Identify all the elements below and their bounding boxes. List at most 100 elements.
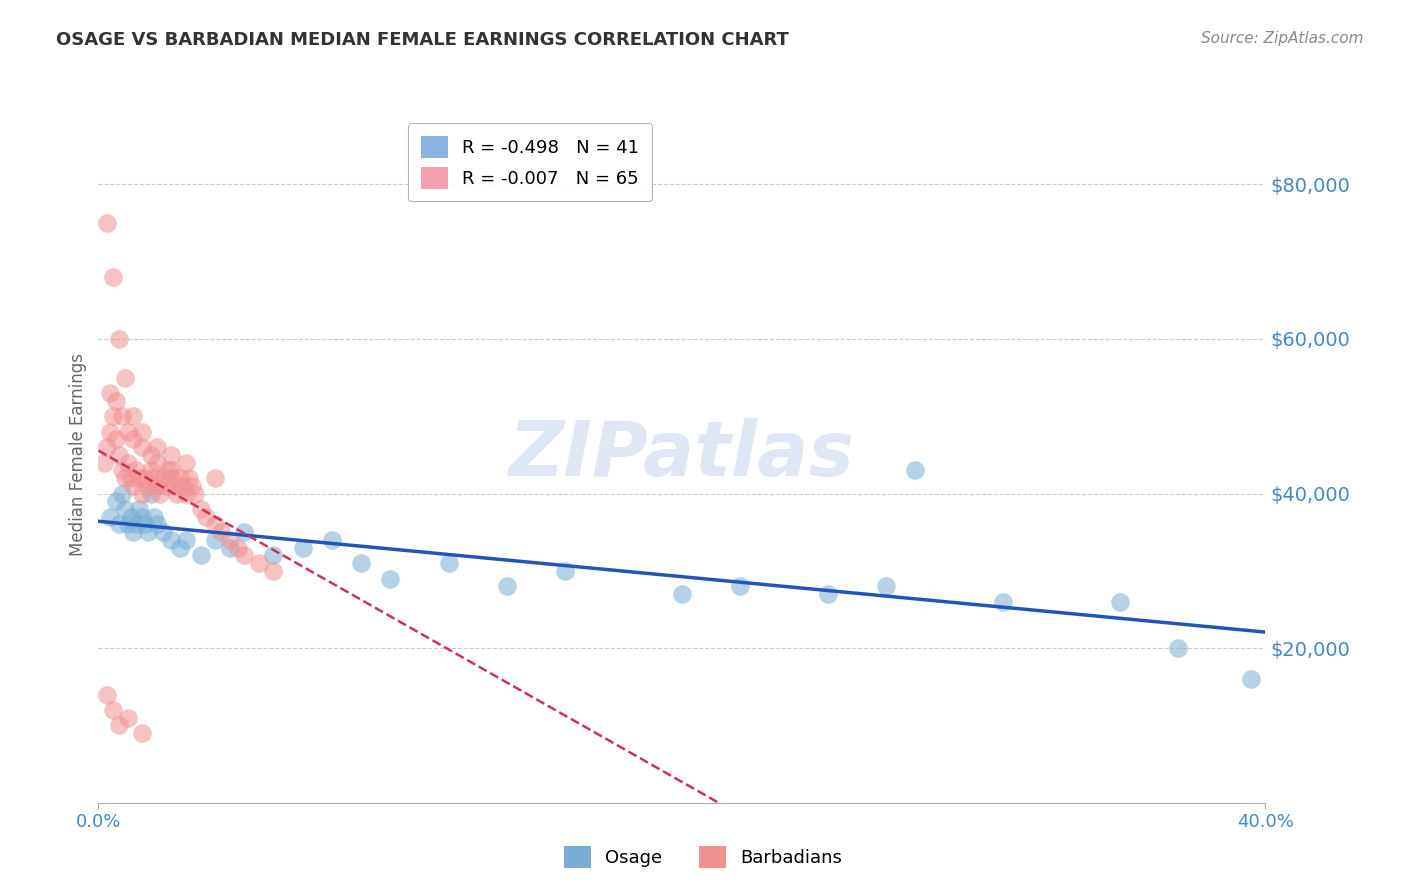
Point	[134, 471, 156, 485]
Point	[131, 509, 153, 524]
Point	[136, 479, 159, 493]
Point	[190, 549, 212, 563]
Point	[131, 486, 153, 500]
Point	[111, 409, 134, 424]
Point	[93, 456, 115, 470]
Point	[204, 533, 226, 547]
Point	[134, 517, 156, 532]
Point	[104, 494, 127, 508]
Legend: Osage, Barbadians: Osage, Barbadians	[553, 835, 853, 879]
Point	[169, 471, 191, 485]
Point	[117, 711, 139, 725]
Point	[155, 479, 177, 493]
Point	[111, 486, 134, 500]
Point	[218, 533, 240, 547]
Point	[108, 517, 131, 532]
Text: Source: ZipAtlas.com: Source: ZipAtlas.com	[1201, 31, 1364, 46]
Point	[190, 502, 212, 516]
Point	[160, 448, 183, 462]
Point	[166, 486, 188, 500]
Point	[262, 549, 284, 563]
Point	[321, 533, 343, 547]
Point	[96, 216, 118, 230]
Point	[122, 525, 145, 540]
Point	[728, 579, 751, 593]
Point	[114, 370, 136, 384]
Point	[139, 448, 162, 462]
Point	[204, 471, 226, 485]
Point	[1108, 595, 1130, 609]
Point	[160, 533, 183, 547]
Point	[108, 448, 131, 462]
Point	[291, 541, 314, 555]
Point	[169, 541, 191, 555]
Point	[152, 471, 174, 485]
Point	[172, 479, 194, 493]
Point	[98, 425, 121, 439]
Point	[233, 549, 256, 563]
Point	[98, 386, 121, 401]
Point	[228, 541, 250, 555]
Point	[904, 463, 927, 477]
Point	[128, 471, 150, 485]
Point	[114, 471, 136, 485]
Text: OSAGE VS BARBADIAN MEDIAN FEMALE EARNINGS CORRELATION CHART: OSAGE VS BARBADIAN MEDIAN FEMALE EARNING…	[56, 31, 789, 49]
Point	[160, 463, 183, 477]
Point	[174, 486, 197, 500]
Point	[117, 456, 139, 470]
Point	[101, 270, 124, 285]
Point	[160, 471, 183, 485]
Point	[104, 393, 127, 408]
Point	[554, 564, 576, 578]
Y-axis label: Median Female Earnings: Median Female Earnings	[69, 353, 87, 557]
Text: ZIPatlas: ZIPatlas	[509, 418, 855, 491]
Point	[1240, 672, 1263, 686]
Point	[131, 440, 153, 454]
Point	[350, 556, 373, 570]
Point	[204, 517, 226, 532]
Point	[817, 587, 839, 601]
Point	[136, 525, 159, 540]
Point	[146, 456, 169, 470]
Point	[218, 541, 240, 555]
Legend: R = -0.498   N = 41, R = -0.007   N = 65: R = -0.498 N = 41, R = -0.007 N = 65	[408, 123, 652, 202]
Point	[157, 463, 180, 477]
Point	[671, 587, 693, 601]
Point	[98, 509, 121, 524]
Point	[131, 726, 153, 740]
Point	[125, 463, 148, 477]
Point	[183, 486, 205, 500]
Point	[108, 332, 131, 346]
Point	[101, 409, 124, 424]
Point	[125, 517, 148, 532]
Point	[114, 502, 136, 516]
Point	[122, 409, 145, 424]
Point	[120, 471, 142, 485]
Point	[233, 525, 256, 540]
Point	[262, 564, 284, 578]
Point	[163, 479, 186, 493]
Point	[247, 556, 270, 570]
Point	[149, 486, 172, 500]
Point	[174, 533, 197, 547]
Point	[122, 479, 145, 493]
Point	[117, 517, 139, 532]
Point	[146, 479, 169, 493]
Point	[209, 525, 232, 540]
Point	[120, 509, 142, 524]
Point	[146, 517, 169, 532]
Point	[180, 479, 202, 493]
Point	[101, 703, 124, 717]
Point	[177, 471, 200, 485]
Point	[111, 463, 134, 477]
Point	[991, 595, 1014, 609]
Point	[117, 425, 139, 439]
Point	[96, 688, 118, 702]
Point	[108, 718, 131, 732]
Point	[495, 579, 517, 593]
Point	[1167, 641, 1189, 656]
Point	[96, 440, 118, 454]
Point	[139, 486, 162, 500]
Point	[139, 463, 162, 477]
Point	[174, 456, 197, 470]
